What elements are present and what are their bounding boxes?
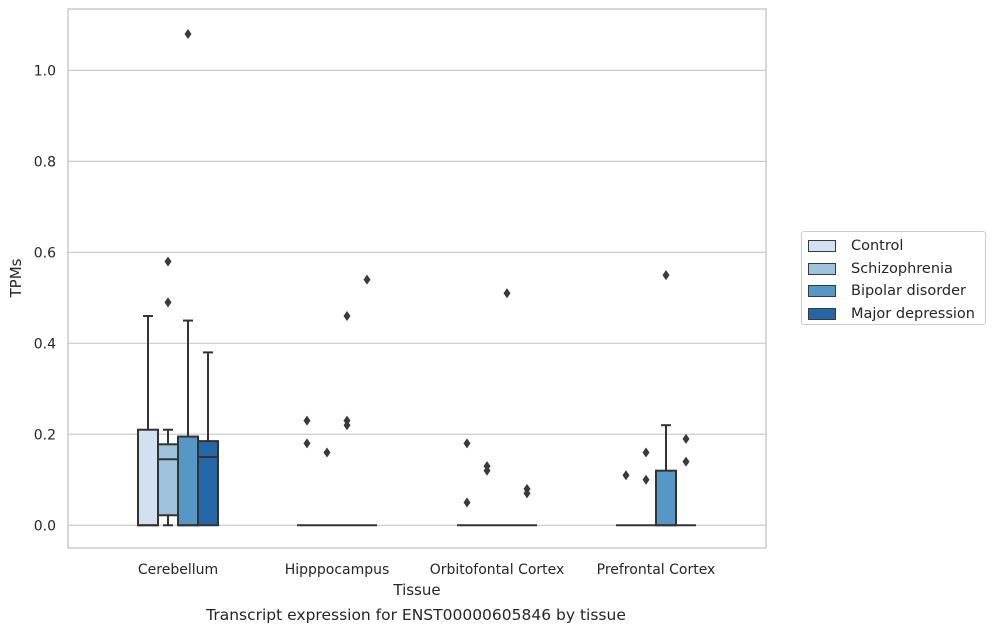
outlier-point xyxy=(303,415,311,426)
box-schizophrenia xyxy=(317,447,337,527)
box-major-depression xyxy=(197,351,219,527)
y-tick-label: 0.4 xyxy=(34,336,56,352)
box-rect xyxy=(655,469,677,527)
y-tick-label: 0.0 xyxy=(34,518,56,534)
legend-swatch xyxy=(808,240,836,253)
legend: Control Schizophrenia Bipolar disorder Majo… xyxy=(801,231,986,325)
legend-item: Bipolar disorder xyxy=(808,280,985,303)
box-schizophrenia xyxy=(157,256,179,527)
legend-item: Major depression xyxy=(808,303,985,326)
box-rect xyxy=(137,428,159,527)
box-control xyxy=(137,315,159,527)
box-bipolar-disorder xyxy=(497,288,517,527)
box-bipolar-disorder xyxy=(655,270,677,527)
box-control xyxy=(457,438,477,527)
outlier-point xyxy=(682,456,690,467)
box-series xyxy=(137,29,696,527)
outlier-point xyxy=(682,433,690,444)
y-axis-label: TPMs xyxy=(7,258,25,298)
outlier-point xyxy=(343,311,351,322)
y-tick-label: 0.2 xyxy=(34,427,56,443)
x-axis-label: Tissue xyxy=(392,581,440,599)
legend-label: Schizophrenia xyxy=(851,260,953,277)
y-axis-ticks: 0.0 0.2 0.4 0.6 0.8 1.0 xyxy=(34,63,56,534)
figure-caption: Transcript expression for ENST0000060584… xyxy=(206,606,626,624)
x-tick-label: Cerebellum xyxy=(138,562,218,578)
legend-label: Control xyxy=(851,238,904,255)
box-rect xyxy=(177,435,199,527)
legend-item: Schizophrenia xyxy=(808,258,985,281)
outlier-point xyxy=(662,270,670,281)
outlier-point xyxy=(343,420,351,431)
box-rect xyxy=(197,440,219,527)
legend-label: Major depression xyxy=(851,305,975,322)
y-tick-label: 0.8 xyxy=(34,154,56,170)
box-schizophrenia xyxy=(477,461,497,527)
outlier-point xyxy=(622,470,630,481)
legend-swatch xyxy=(808,307,836,320)
box-major-depression xyxy=(357,274,377,527)
x-tick-label: Orbitofontal Cortex xyxy=(430,562,565,578)
legend-item: Control xyxy=(808,235,985,258)
box-major-depression xyxy=(676,433,696,527)
outlier-point xyxy=(164,256,172,267)
box-bipolar-disorder xyxy=(337,311,357,527)
outlier-point xyxy=(463,438,471,449)
outlier-point xyxy=(523,488,531,499)
x-axis-ticks: Cerebellum Hipppocampus Orbitofontal Corte… xyxy=(138,562,715,578)
y-tick-label: 1.0 xyxy=(34,63,56,79)
outlier-point xyxy=(363,274,371,285)
outlier-point xyxy=(642,474,650,485)
legend-label: Bipolar disorder xyxy=(851,283,966,300)
box-bipolar-disorder xyxy=(177,29,199,527)
outlier-point xyxy=(164,297,172,308)
box-schizophrenia xyxy=(636,447,656,527)
outlier-point xyxy=(463,497,471,508)
plot-area-frame xyxy=(67,8,767,549)
outlier-point xyxy=(503,288,511,299)
box-rect xyxy=(157,443,179,517)
y-tick-label: 0.6 xyxy=(34,245,56,261)
box-control xyxy=(616,470,636,527)
legend-swatch xyxy=(808,262,836,275)
outlier-point xyxy=(184,29,192,40)
outlier-point xyxy=(323,447,331,458)
legend-swatch xyxy=(808,285,836,298)
outlier-point xyxy=(483,465,491,476)
x-tick-label: Hipppocampus xyxy=(285,562,390,578)
x-tick-label: Prefrontal Cortex xyxy=(597,562,716,578)
outlier-point xyxy=(303,438,311,449)
outlier-point xyxy=(642,447,650,458)
box-major-depression xyxy=(517,483,537,527)
box-control xyxy=(297,415,317,527)
